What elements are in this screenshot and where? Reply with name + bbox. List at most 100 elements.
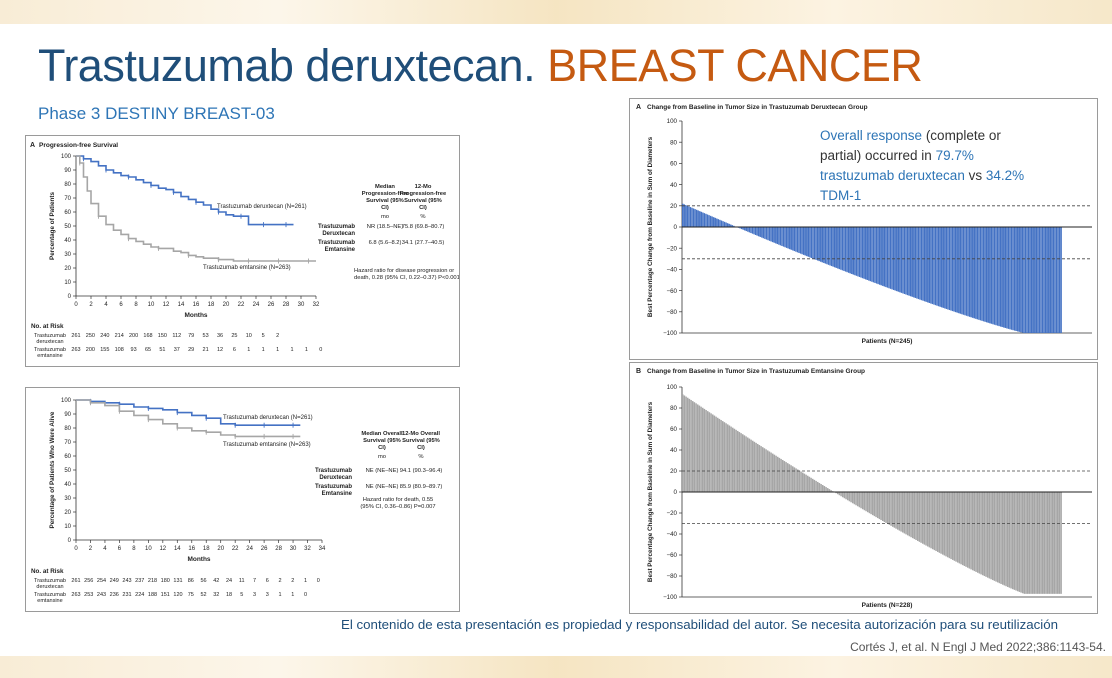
waterfall-bar: [857, 492, 859, 507]
y-tick-label: 10: [64, 280, 71, 286]
waterfall-bar: [760, 446, 762, 492]
y-tick-label: 40: [64, 238, 71, 244]
waterfall-bar: [781, 227, 783, 246]
waterfall-bar: [917, 227, 920, 300]
response-callout-line: Overall response (complete or: [820, 128, 1001, 143]
waterfall-bar: [968, 227, 971, 317]
x-tick-label: 24: [246, 546, 253, 552]
waterfall-bar: [999, 227, 1002, 327]
waterfall-bar: [745, 436, 747, 492]
waterfall-bar: [948, 492, 951, 559]
y-tick-label: −40: [667, 531, 678, 538]
waterfall-bar: [897, 492, 899, 530]
table-header: CI): [419, 205, 427, 211]
waterfall-bar: [820, 484, 822, 492]
y-tick-label: 20: [670, 203, 677, 210]
at-risk-title: No. at Risk: [31, 568, 64, 575]
waterfall-bar: [922, 227, 924, 301]
waterfall-bar: [770, 452, 772, 492]
waterfall-bar: [883, 227, 886, 287]
waterfall-bar: [868, 492, 871, 514]
x-tick-label: 4: [103, 546, 107, 552]
response-callout-text: trastuzumab deruxtecan: [820, 168, 965, 183]
waterfall-bar: [964, 227, 966, 316]
waterfall-bar: [783, 461, 786, 492]
waterfall-bar: [908, 227, 910, 296]
at-risk-value: 3: [253, 592, 256, 598]
x-tick-label: 12: [163, 302, 170, 308]
chart-title: Change from Baseline in Tumor Size in Tr…: [647, 104, 868, 111]
waterfall-bar: [1027, 492, 1029, 594]
waterfall-bar: [1032, 227, 1034, 333]
x-tick-label: 16: [193, 302, 200, 308]
x-tick-label: 30: [290, 546, 297, 552]
waterfall-bar: [827, 227, 830, 265]
waterfall-bar: [889, 227, 892, 289]
at-risk-value: 218: [148, 578, 157, 584]
waterfall-bar: [976, 227, 979, 320]
waterfall-bar: [1013, 492, 1016, 590]
y-tick-label: 100: [61, 398, 72, 404]
waterfall-bar: [695, 403, 697, 492]
waterfall-bar: [817, 481, 819, 492]
at-risk-value: 188: [148, 592, 157, 598]
waterfall-bar: [838, 227, 841, 270]
table-header: Survival (95%: [366, 198, 404, 204]
waterfall-bar: [950, 227, 952, 311]
at-risk-value: 24: [226, 578, 232, 584]
waterfall-bar: [1018, 492, 1021, 592]
x-tick-label: 0: [74, 302, 78, 308]
waterfall-bar: [719, 219, 721, 227]
y-tick-label: 30: [64, 496, 71, 502]
x-tick-label: 4: [104, 302, 108, 308]
os-chart-panel: 0 10 20 30 40 50 60 70 80 90 100 0 2 4 6 8 10 12 14 16 18 20 2…: [25, 387, 460, 612]
waterfall-bar: [890, 492, 892, 526]
at-risk-value: 1: [291, 592, 294, 598]
waterfall-bar: [1045, 492, 1047, 594]
waterfall-bar: [799, 227, 802, 254]
waterfall-bar: [882, 227, 884, 286]
waterfall-bar: [877, 492, 879, 519]
waterfall-bar: [735, 429, 737, 492]
x-tick-label: 28: [283, 302, 290, 308]
waterfall-bar: [1058, 492, 1061, 594]
at-risk-value: 200: [86, 347, 95, 353]
at-risk-value: 36: [217, 333, 223, 339]
waterfall-bar: [1023, 227, 1025, 333]
waterfall-bar: [896, 227, 898, 292]
at-risk-value: 52: [200, 592, 206, 598]
waterfall-bar: [739, 227, 741, 229]
response-callout-text: (complete or: [922, 128, 1001, 143]
waterfall-bar: [947, 492, 949, 558]
waterfall-bar: [810, 227, 813, 258]
waterfall-bar: [717, 219, 720, 227]
waterfall-bar: [1024, 227, 1027, 333]
waterfall-bar: [940, 492, 942, 554]
waterfall-bar: [978, 227, 980, 320]
waterfall-bar: [910, 227, 912, 297]
y-tick-label: 0: [68, 294, 72, 300]
waterfall-bar: [720, 220, 723, 227]
waterfall-bar: [863, 492, 866, 511]
at-risk-value: 237: [135, 578, 144, 584]
waterfall-bar: [1004, 227, 1007, 328]
y-tick-label: 0: [674, 224, 678, 231]
waterfall-bar: [897, 227, 899, 292]
at-risk-value: 240: [100, 333, 109, 339]
waterfall-bar: [980, 492, 982, 575]
waterfall-bar: [1043, 227, 1045, 333]
at-risk-value: 7: [253, 578, 256, 584]
waterfall-bar: [981, 227, 983, 321]
waterfall-bar: [1030, 227, 1033, 333]
waterfall-bar: [758, 445, 761, 492]
at-risk-value: 10: [246, 333, 252, 339]
waterfall-bar: [1029, 227, 1031, 333]
waterfall-bar: [756, 227, 758, 236]
waterfall-bar: [1017, 492, 1019, 592]
waterfall-bar: [733, 225, 735, 227]
table-unit: mo: [381, 214, 389, 220]
waterfall-bar: [785, 462, 787, 492]
waterfall-bar: [699, 211, 701, 227]
waterfall-bar: [775, 227, 777, 244]
